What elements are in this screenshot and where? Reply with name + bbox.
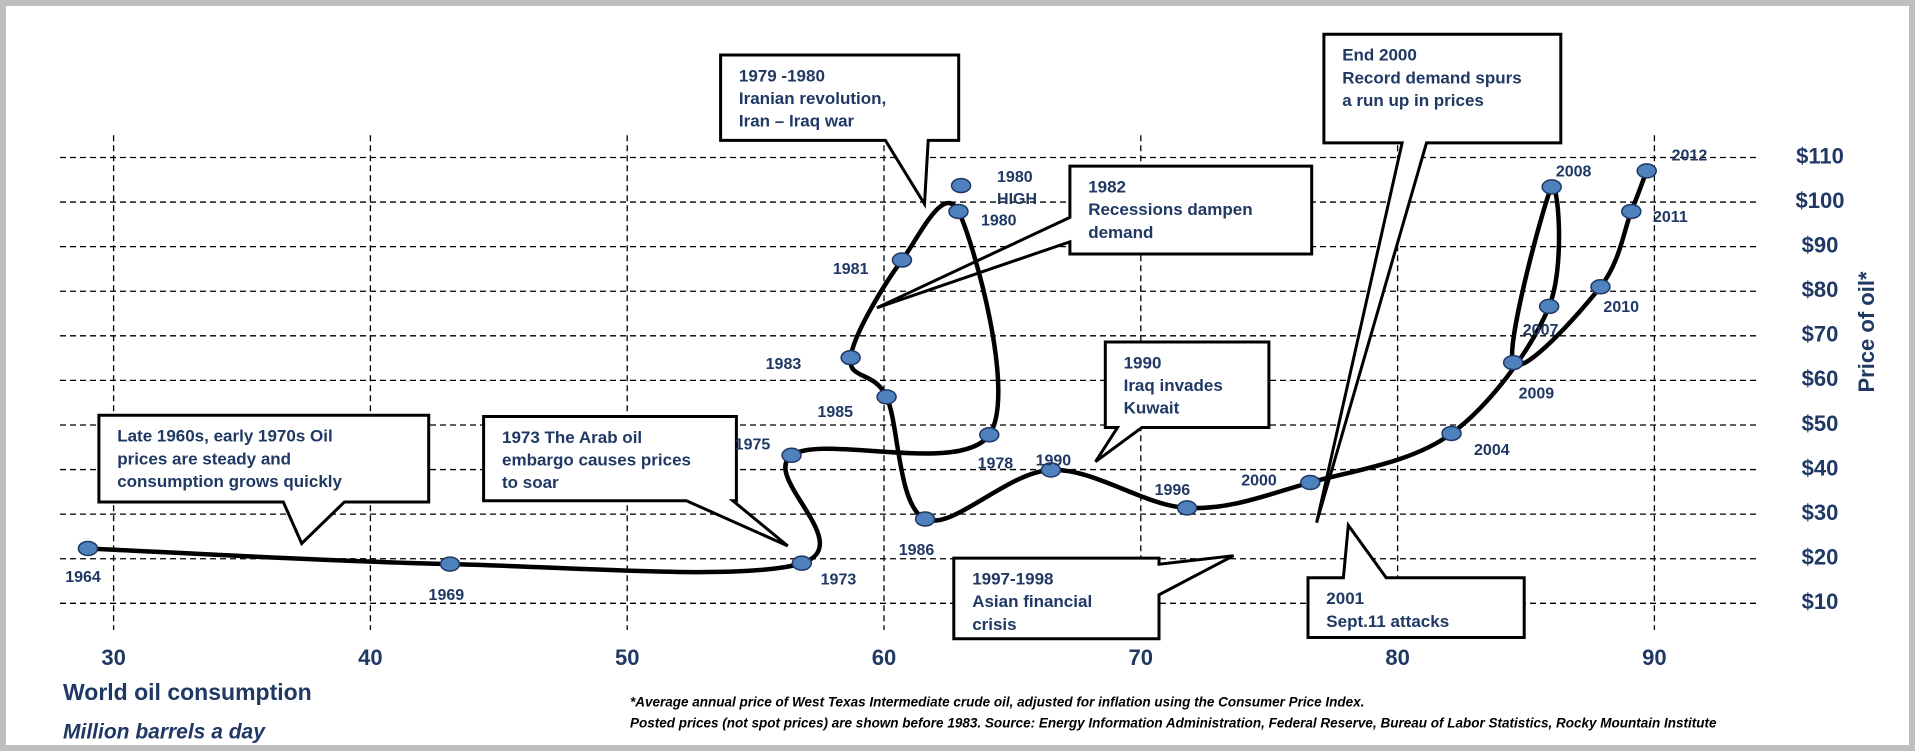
annotation-text: Iraq invades [1124, 376, 1223, 395]
y-tick-label: $10 [1802, 589, 1839, 614]
point-label: 1975 [735, 437, 771, 454]
point-label: 2000 [1241, 472, 1277, 489]
annotation-text: 1982 [1088, 178, 1126, 197]
data-point [1590, 279, 1611, 295]
annotation-text: Sept.11 attacks [1326, 612, 1449, 631]
highlight-point [950, 177, 972, 194]
data-point [1176, 500, 1198, 516]
point-label: 2009 [1519, 386, 1555, 403]
point-label: 2010 [1603, 299, 1639, 316]
annotation-text: Asian financial [972, 592, 1092, 611]
data-point [1538, 298, 1560, 315]
y-tick-label: $30 [1802, 500, 1839, 525]
x-tick-label: 90 [1642, 645, 1666, 670]
data-point [891, 252, 913, 268]
point-label: 1985 [817, 404, 853, 421]
data-point [1300, 474, 1321, 491]
y-tick-label: $90 [1802, 232, 1839, 257]
x-tick-label: 70 [1129, 645, 1153, 670]
point-label: 1978 [978, 455, 1014, 472]
data-point [979, 427, 1000, 443]
callout [1094, 340, 1271, 463]
annotation-text: to soar [502, 473, 559, 492]
y-tick-label: $70 [1802, 322, 1839, 347]
y-tick-label: $50 [1802, 411, 1839, 436]
annotation-text: crisis [972, 615, 1016, 634]
data-point [77, 540, 99, 557]
callout [1306, 521, 1526, 639]
annotation-text: 1979 -1980 [739, 66, 825, 85]
point-label: 1983 [766, 356, 802, 373]
callout [1315, 32, 1563, 524]
data-point [1040, 462, 1062, 478]
point-label: 1969 [429, 587, 465, 604]
point-label: 1980 [981, 212, 1017, 229]
annotation-text: demand [1088, 223, 1153, 242]
highlight-label: HIGH [997, 191, 1037, 208]
footnote: *Average annual price of West Texas Inte… [630, 695, 1364, 710]
x-tick-label: 40 [358, 645, 382, 670]
data-point [876, 389, 897, 405]
y-tick-label: $20 [1802, 545, 1839, 570]
y-tick-label: $80 [1802, 277, 1839, 302]
point-label: 2008 [1556, 163, 1592, 180]
annotation-text: embargo causes prices [502, 450, 691, 469]
y-axis-title: Price of oil* [1854, 271, 1879, 392]
x-axis-title: World oil consumption [63, 679, 312, 705]
data-point [1636, 163, 1657, 179]
point-label: 1973 [821, 571, 857, 588]
annotation-text: 1973 The Arab oil [502, 428, 642, 447]
callout [952, 554, 1235, 641]
point-label: 1981 [833, 261, 869, 278]
highlight-label: 1980 [997, 169, 1033, 186]
callout [876, 164, 1314, 310]
footnote: Posted prices (not spot prices) are show… [630, 716, 1717, 731]
data-point [1441, 425, 1462, 442]
annotation-text: Recessions dampen [1088, 200, 1252, 219]
annotation-text: Iranian revolution, [739, 89, 886, 108]
annotation-text: consumption grows quickly [117, 472, 342, 491]
point-label: 1996 [1155, 482, 1191, 499]
annotation-text: 2001 [1326, 589, 1364, 608]
annotation-text: Iran – Iraq war [739, 112, 855, 131]
y-tick-label: $60 [1802, 366, 1839, 391]
annotation-text: Record demand spurs [1342, 68, 1522, 87]
y-tick-label: $100 [1796, 188, 1845, 213]
price-line [87, 170, 1649, 575]
callout [97, 413, 431, 547]
data-point [1502, 354, 1524, 371]
y-tick-label: $40 [1802, 455, 1839, 480]
callout [482, 415, 789, 548]
x-tick-label: 30 [101, 645, 125, 670]
annotation-text: End 2000 [1342, 46, 1417, 65]
data-point [1621, 203, 1642, 220]
annotation-text: 1990 [1124, 353, 1162, 372]
point-label: 1986 [899, 542, 935, 559]
data-point [439, 556, 461, 572]
data-point [781, 447, 802, 464]
callout [719, 53, 961, 209]
point-label: 2004 [1474, 442, 1510, 459]
point-label: 1964 [65, 569, 101, 586]
data-point [948, 203, 969, 220]
data-point [840, 349, 861, 366]
x-tick-label: 80 [1385, 645, 1409, 670]
annotation-text: Kuwait [1124, 399, 1180, 418]
data-point [1541, 179, 1562, 195]
x-tick-label: 50 [615, 645, 639, 670]
x-axis-subtitle: Million barrels a day [63, 721, 266, 744]
y-tick-label: $110 [1796, 143, 1844, 168]
data-point [914, 511, 936, 527]
annotation-text: Late 1960s, early 1970s Oil [117, 427, 333, 446]
point-label: 1990 [1036, 453, 1072, 470]
point-label: 2012 [1672, 147, 1708, 164]
data-point [791, 555, 813, 571]
x-tick-label: 60 [872, 645, 896, 670]
point-label: 2007 [1523, 322, 1559, 339]
point-label: 2011 [1653, 209, 1688, 226]
annotation-text: prices are steady and [117, 449, 291, 468]
annotation-text: a run up in prices [1342, 91, 1484, 110]
annotation-text: 1997-1998 [972, 570, 1053, 589]
